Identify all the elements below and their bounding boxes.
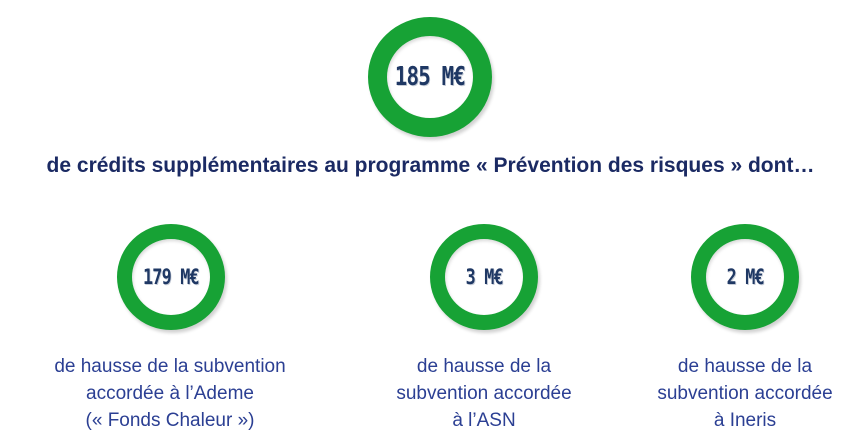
- caption-line: subvention accordée: [396, 383, 572, 404]
- main-stat-ring: 185 M€: [368, 17, 492, 137]
- sub-stat-caption-asn: de hausse de la subvention accordée à l’…: [324, 353, 644, 434]
- sub-stat-ring-asn: 3 M€: [430, 224, 538, 330]
- caption-line: de hausse de la: [677, 356, 813, 377]
- sub-stat-caption-ineris: de hausse de la subvention accordée à In…: [585, 353, 861, 434]
- sub-stat-value-ademe: 179 M€: [143, 265, 200, 289]
- caption-line: (« Fonds Chaleur »): [85, 410, 255, 431]
- sub-stat-ring-ademe: 179 M€: [117, 224, 225, 330]
- caption-line: subvention accordée: [657, 383, 833, 404]
- caption-line: de hausse de la subvention: [54, 356, 286, 377]
- sub-stat-caption-ademe: de hausse de la subvention accordée à l’…: [10, 353, 330, 434]
- sub-stat-ring-ineris: 2 M€: [691, 224, 799, 330]
- caption-line: accordée à l’Ademe: [86, 383, 254, 404]
- sub-stat-value-asn: 3 M€: [465, 265, 503, 289]
- main-stat-value: 185 M€: [394, 62, 466, 92]
- main-heading: de crédits supplémentaires au programme …: [46, 154, 815, 177]
- caption-line: à Ineris: [713, 410, 777, 431]
- caption-line: de hausse de la: [416, 356, 552, 377]
- sub-stat-value-ineris: 2 M€: [726, 265, 764, 289]
- caption-line: à l’ASN: [452, 410, 516, 431]
